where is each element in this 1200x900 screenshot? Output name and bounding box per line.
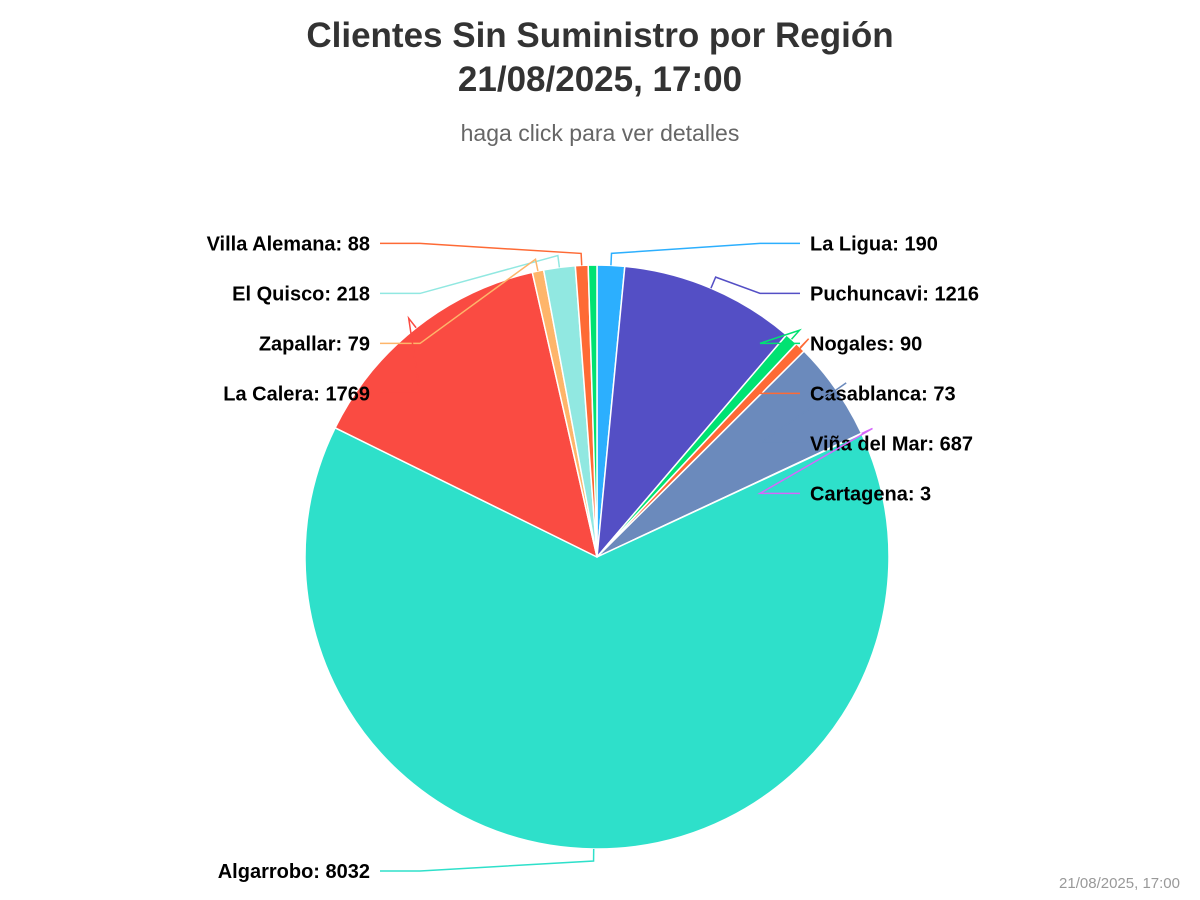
connector-villa-alemana (380, 242, 583, 266)
data-label-nogales: Nogales: 90 (810, 333, 922, 355)
connector-la-calera (380, 315, 421, 395)
connector-puchuncavi (710, 276, 800, 295)
connector-nogales (759, 328, 802, 345)
chart-subtitle: haga click para ver detalles (460, 120, 740, 146)
data-label-zapallar: Zapallar: 79 (259, 333, 370, 355)
data-label-villa-alemana: Villa Alemana: 88 (207, 233, 370, 255)
connector-la-ligua (610, 242, 800, 266)
pie-slices[interactable] (304, 264, 890, 850)
pie-slice-algarrobo[interactable] (304, 427, 890, 850)
connector-algarrobo (380, 848, 595, 872)
connector-casablanca (758, 338, 810, 395)
pie-data-labels: La Ligua: 190 Puchuncavi: 1216 Nogales: 90… (207, 233, 979, 883)
connector-cartagena (757, 427, 873, 495)
chart-title-line-1: Clientes Sin Suministro por Región (306, 16, 894, 55)
connector-zapallar (380, 257, 539, 345)
data-label-cartagena: Cartagena: 3 (810, 483, 931, 505)
connector-vina-del-mar (757, 382, 847, 445)
data-label-casablanca: Casablanca: 73 (810, 383, 956, 405)
data-label-la-ligua: La Ligua: 190 (810, 233, 938, 255)
connector-el-quisco (380, 254, 561, 295)
data-label-el-quisco: El Quisco: 218 (232, 283, 370, 305)
chart-credit: 21/08/2025, 17:00 (1059, 875, 1180, 892)
data-label-la-calera: La Calera: 1769 (223, 383, 370, 405)
data-label-vina-del-mar: Viña del Mar: 687 (810, 433, 973, 455)
chart-title: Clientes Sin Suministro por Región 21/08… (0, 14, 1200, 102)
data-label-puchuncavi: Puchuncavi: 1216 (810, 283, 979, 305)
pie-slice-unlabeled[interactable] (587, 264, 598, 558)
data-label-algarrobo: Algarrobo: 8032 (218, 861, 370, 883)
pie-slice-puchuncavi[interactable] (596, 265, 788, 558)
chart-title-line-2: 21/08/2025, 17:00 (457, 60, 743, 99)
